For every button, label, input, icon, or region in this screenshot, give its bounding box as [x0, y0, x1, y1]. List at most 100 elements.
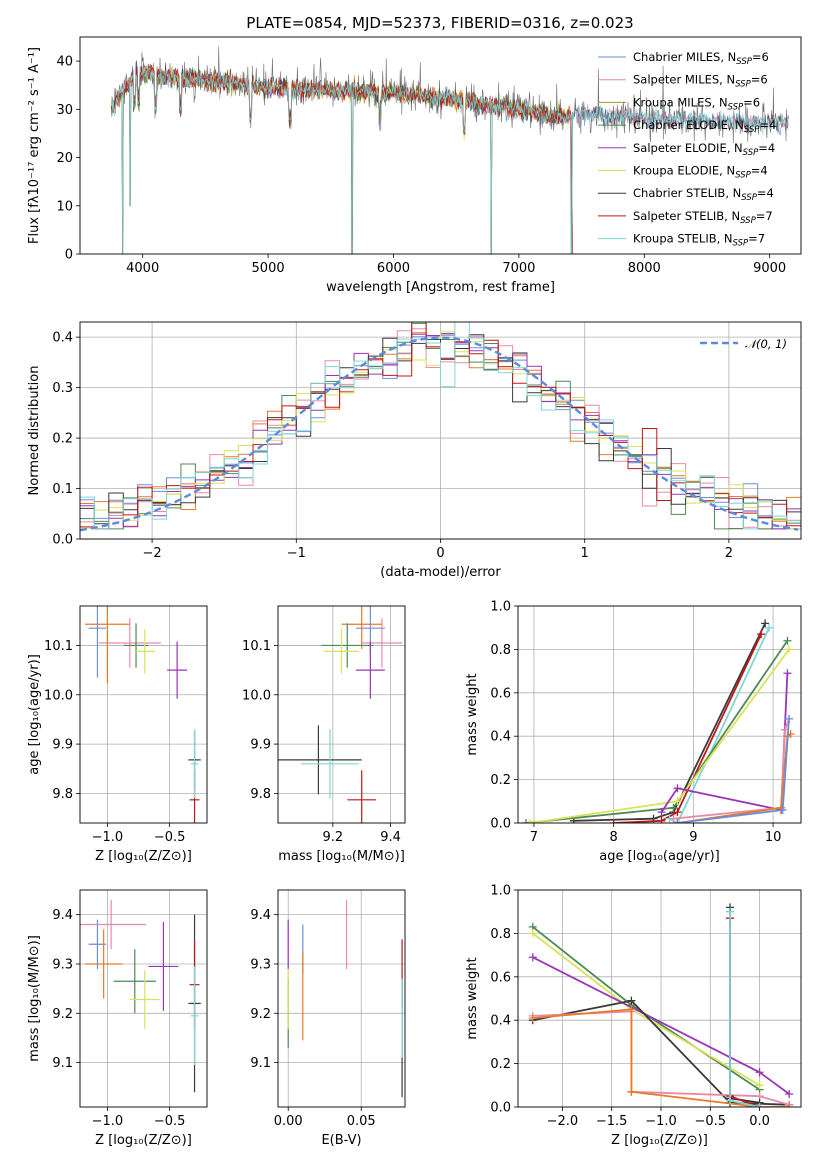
axes-frame — [79, 605, 208, 824]
weight-marker — [657, 816, 666, 823]
x-tick-label: 9.4 — [380, 830, 401, 845]
legend-sub: SSP — [735, 80, 751, 90]
y-tick-label: 0.2 — [490, 773, 511, 788]
legend-entry: Chabrier MILES, NSSP=6 — [633, 50, 769, 67]
weight-line — [729, 918, 760, 1107]
weight-line — [677, 733, 792, 823]
x-tick-label: −0.5 — [154, 1114, 186, 1129]
y-tick-label: 10 — [56, 199, 73, 214]
weight-line — [729, 911, 760, 1107]
legend-tail: =4 — [758, 141, 775, 155]
y-tick-label: 9.4 — [250, 908, 271, 923]
weight-marker — [765, 623, 774, 632]
x-tick-label: −2 — [143, 546, 162, 561]
legend-sub: SSP — [735, 171, 751, 181]
x-tick-label: 0.05 — [347, 1114, 376, 1129]
y-tick-label: 1.0 — [490, 884, 511, 899]
weight-marker — [528, 953, 537, 962]
legend-entry: Kroupa STELIB, NSSP=7 — [633, 232, 765, 249]
weight-line — [660, 673, 789, 813]
weight-marker — [785, 714, 794, 723]
plot-area — [528, 903, 794, 1107]
legend-tail: =4 — [757, 186, 774, 200]
axes-frame — [517, 889, 802, 1108]
legend-label: Chabrier MILES, N — [633, 50, 736, 64]
y-tick-label: 0.2 — [490, 1057, 511, 1072]
x-tick-label: 0 — [436, 546, 444, 561]
legend-sub: SSP — [740, 216, 756, 226]
y-axis-label: mass [log₁₀(M/M⊙)] — [27, 935, 42, 1062]
weight-marker — [726, 907, 735, 916]
weight-marker — [525, 819, 534, 823]
y-tick-label: 10.0 — [44, 688, 73, 703]
y-tick-label: 9.3 — [250, 957, 271, 972]
legend-sub: SSP — [744, 125, 760, 135]
y-tick-label: 9.8 — [52, 787, 73, 802]
plot-area — [84, 606, 201, 823]
x-axis-label: (data-model)/error — [380, 565, 501, 580]
plot-area — [80, 322, 801, 532]
chart-age_vs_Z: −1.0 −0.5 9.8 9.9 10.0 10.1 Z [log₁₀(Z/Z⊙)] age… — [27, 605, 208, 864]
y-tick-label: 9.3 — [52, 957, 73, 972]
x-tick-label: −1.0 — [645, 1114, 677, 1129]
weight-marker — [755, 1068, 764, 1077]
gaussian-curve — [80, 336, 799, 532]
x-tick-label: −1 — [287, 546, 306, 561]
legend-label: Salpeter MILES, N — [633, 73, 735, 87]
x-tick-label: 8 — [610, 830, 618, 845]
y-tick-label: 0.8 — [490, 927, 511, 942]
x-tick-label: −1.0 — [92, 1114, 124, 1129]
x-tick-label: 5000 — [252, 261, 285, 276]
y-tick-label: 0.4 — [490, 730, 511, 745]
y-tick-label: 0.6 — [490, 970, 511, 985]
chart-residuals: −2 −1 0 1 2 0.0 0.1 0.2 0.3 0.4 (data-model)/error… — [27, 321, 802, 580]
x-tick-label: 0.0 — [749, 1114, 770, 1129]
y-tick-label: 0.1 — [52, 482, 73, 497]
chart-mass_vs_Z: −1.0 −0.5 9.1 9.2 9.3 9.4 Z [log₁₀(Z/Z⊙)] mass … — [27, 889, 208, 1148]
weight-line — [613, 633, 762, 823]
y-axis-label: Flux [fλ10⁻¹⁷ erg cm⁻² s⁻¹ A⁻¹] — [27, 47, 42, 244]
weight-marker — [657, 808, 666, 817]
weight-marker — [726, 1096, 735, 1105]
x-axis-label: age [log₁₀(age/yr)] — [599, 849, 720, 864]
weight-marker — [528, 1014, 537, 1023]
y-tick-label: 0.0 — [490, 1101, 511, 1116]
histogram-kroupa-stelib — [80, 322, 801, 530]
y-axis-label: mass weight — [465, 673, 480, 755]
legend-tail: =7 — [748, 232, 765, 246]
legend-sub: SSP — [728, 102, 744, 112]
weight-marker — [673, 784, 682, 793]
y-tick-label: 9.9 — [250, 738, 271, 753]
legend-tail: =6 — [751, 73, 768, 87]
x-tick-label: −0.5 — [154, 830, 186, 845]
y-tick-label: 9.8 — [250, 787, 271, 802]
weight-marker — [673, 808, 682, 817]
legend-tail: =4 — [759, 118, 776, 132]
axes-frame — [79, 36, 802, 255]
y-tick-label: 20 — [56, 151, 73, 166]
y-tick-label: 0 — [65, 248, 73, 263]
axes-frame — [79, 321, 802, 540]
x-tick-label: 10 — [765, 830, 782, 845]
spectrum-line-kroupa-stelib — [110, 64, 789, 254]
weight-marker — [627, 1087, 636, 1096]
chart-mass_vs_ebv: 0.00 0.05 9.1 9.2 9.3 9.4 E(B-V) — [250, 889, 406, 1148]
x-tick-label: −2.0 — [547, 1114, 579, 1129]
weight-marker — [785, 645, 794, 654]
y-tick-label: 40 — [56, 55, 73, 70]
legend-label: Salpeter ELODIE, N — [633, 141, 743, 155]
chart-weight_vs_age: 7 8 9 10 0.0 0.2 0.4 0.6 0.8 1.0 age [log₁₀(age/yr… — [465, 600, 802, 864]
y-tick-label: 0.8 — [490, 643, 511, 658]
weight-marker — [609, 819, 618, 823]
y-tick-label: 9.2 — [52, 1007, 73, 1022]
y-tick-label: 1.0 — [490, 600, 511, 615]
weight-marker — [778, 805, 787, 814]
x-axis-label: Z [log₁₀(Z/Z⊙)] — [95, 849, 192, 864]
weight-line — [525, 640, 789, 823]
legend-label: Kroupa MILES, N — [633, 95, 728, 109]
weight-marker — [785, 1103, 794, 1107]
axes-frame — [79, 889, 208, 1108]
legend-tail: =6 — [743, 95, 760, 109]
x-tick-label: 9 — [689, 830, 697, 845]
legend-label: Kroupa STELIB, N — [633, 232, 733, 246]
